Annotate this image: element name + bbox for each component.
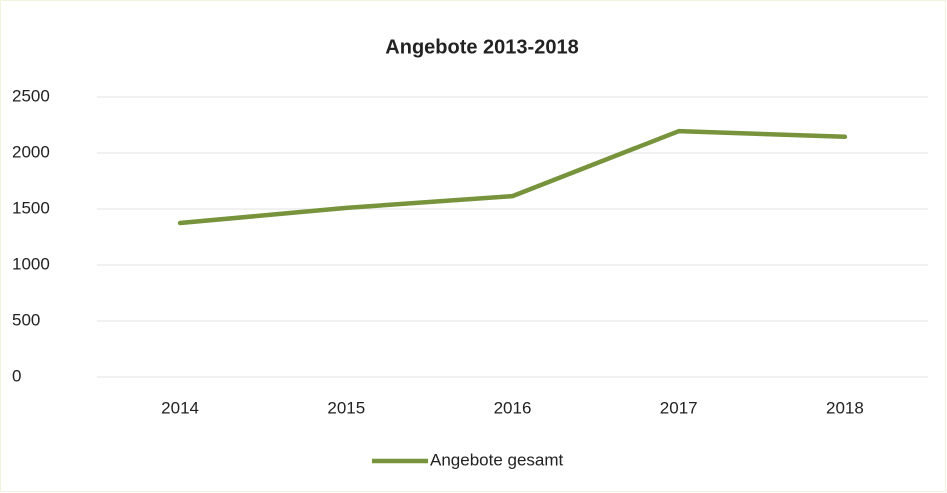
- x-tick-label: 2016: [494, 398, 532, 417]
- y-tick-label: 1000: [12, 254, 50, 273]
- x-tick-label: 2014: [161, 398, 199, 417]
- y-tick-label: 500: [12, 310, 40, 329]
- y-tick-label: 2500: [12, 86, 50, 105]
- y-tick-label: 2000: [12, 142, 50, 161]
- data-line: [177, 128, 848, 226]
- x-tick-label: 2015: [327, 398, 365, 417]
- chart-title: Angebote 2013-2018: [385, 36, 578, 58]
- y-tick-label: 1500: [12, 198, 50, 217]
- y-tick-label: 0: [12, 366, 21, 385]
- x-tick-label: 2018: [826, 398, 864, 417]
- x-tick-label: 2017: [660, 398, 698, 417]
- legend-label: Angebote gesamt: [430, 450, 564, 469]
